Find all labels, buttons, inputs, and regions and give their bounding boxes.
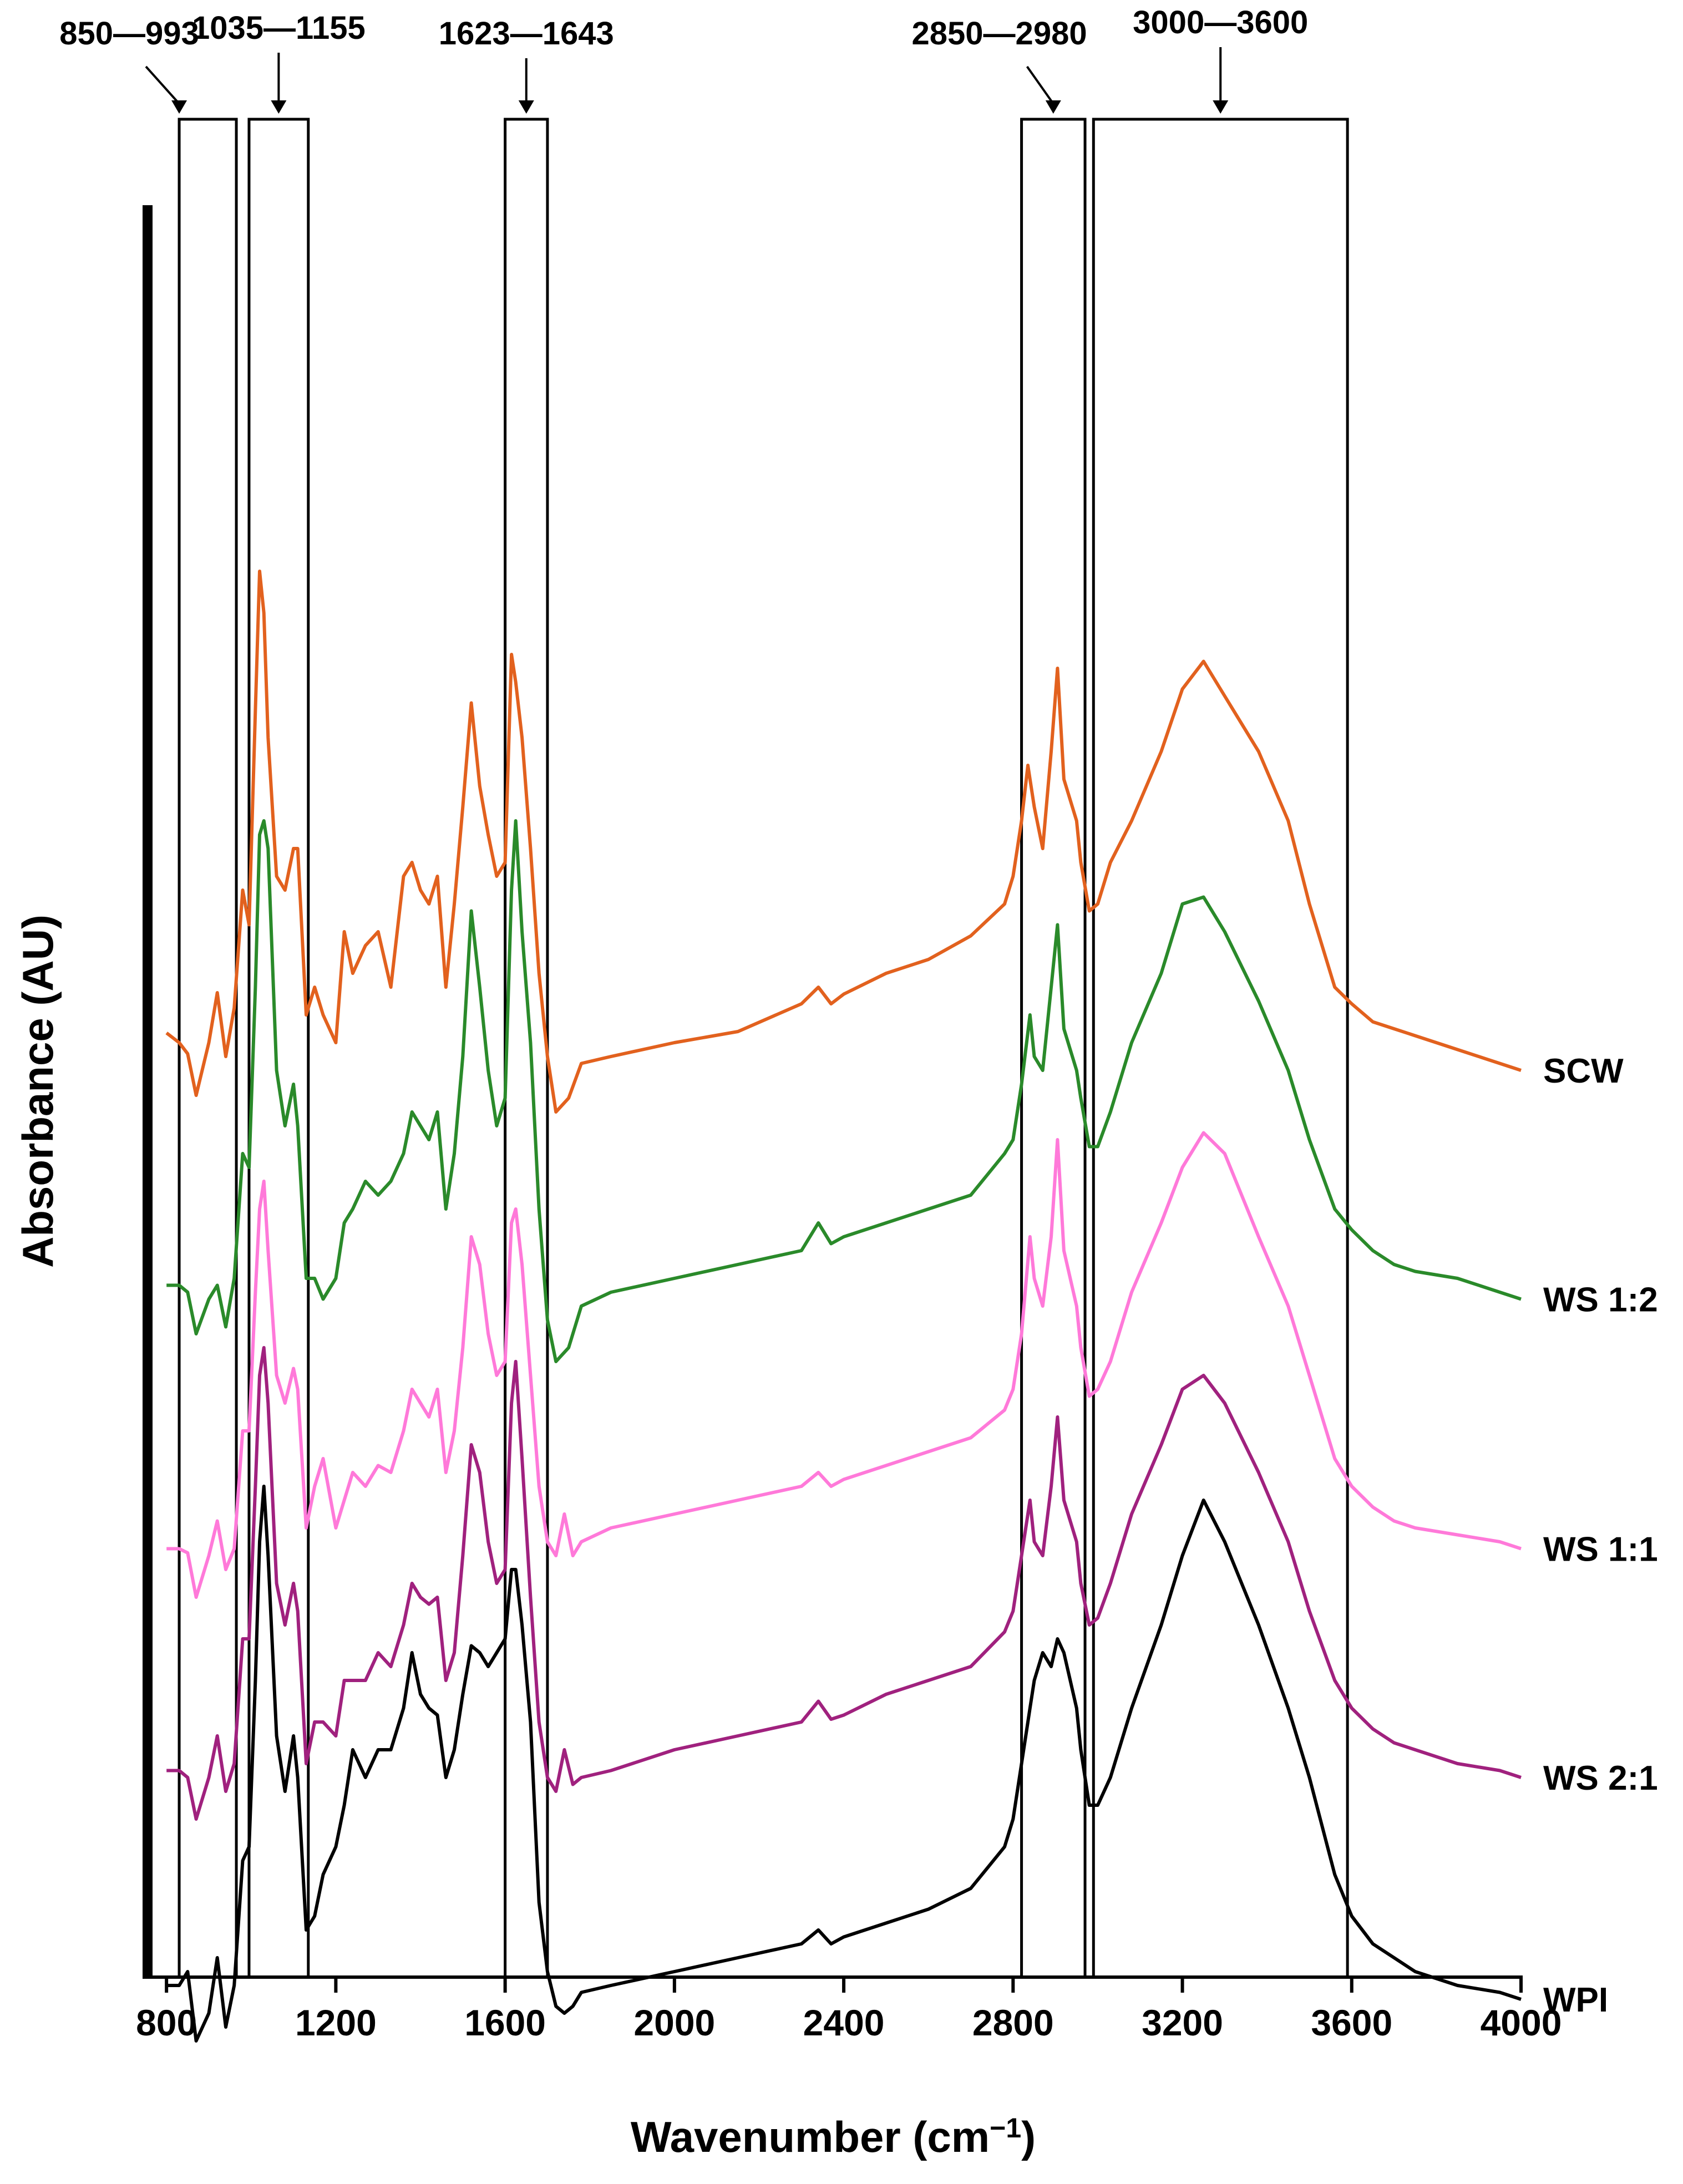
highlight-region-arrowhead: [1213, 100, 1229, 114]
spectra-series: [165, 570, 1522, 2043]
highlight-region-arrowhead: [271, 100, 287, 114]
x-tick-label: 2000: [633, 2002, 715, 2043]
highlight-region-arrowhead: [1045, 100, 1061, 114]
x-axis-title: Wavenumber (cm−1): [631, 2112, 1036, 2161]
series-label: SCW: [1543, 1052, 1624, 1090]
series-line-ws-1-1: [166, 1131, 1522, 1599]
series-line-wpi: [166, 1485, 1522, 2043]
highlight-region-label: 1035—1155: [192, 10, 366, 46]
highlight-region-arrow: [145, 65, 180, 105]
series-label: WPI: [1543, 1981, 1608, 2019]
highlight-region-label: 850—993: [59, 16, 199, 52]
x-tick-label: 3200: [1142, 2002, 1223, 2043]
x-tick-label: 1600: [464, 2002, 546, 2043]
series-label: WS 1:1: [1543, 1531, 1658, 1569]
x-tick-label: 800: [136, 2002, 197, 2043]
y-axis-title: Absorbance (AU): [13, 915, 62, 1268]
x-tick-label: 2800: [972, 2002, 1054, 2043]
series-line-ws-2-1: [166, 1346, 1522, 1821]
x-tick-label: 1200: [295, 2002, 377, 2043]
highlight-region-arrowhead: [518, 100, 534, 114]
series-label: WS 1:2: [1543, 1281, 1658, 1319]
x-axis-ticks: 800 1200 1600 2000 2400 2800 3200 3600 4000: [136, 1977, 1562, 2043]
highlight-region-arrowhead: [171, 100, 187, 114]
x-tick-label: 3600: [1311, 2002, 1392, 2043]
highlight-region-arrow: [1026, 65, 1055, 105]
highlight-region-label: 1623—1643: [439, 16, 614, 52]
series-line-ws-1-2: [166, 819, 1522, 1363]
axes: [143, 205, 1523, 1979]
series-line-scw: [165, 570, 1522, 1114]
x-tick-label: 4000: [1481, 2002, 1562, 2043]
series-label: WS 2:1: [1543, 1759, 1658, 1797]
series-labels: SCW WS 1:2 WS 1:1 WS 2:1 WPI: [1543, 1052, 1658, 2019]
x-tick-label: 2400: [803, 2002, 885, 2043]
highlight-region-label: 2850—2980: [912, 16, 1087, 52]
highlight-region-label: 3000—3600: [1133, 4, 1308, 40]
